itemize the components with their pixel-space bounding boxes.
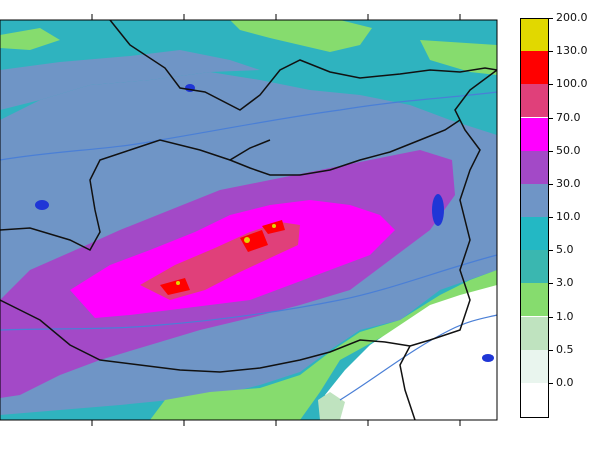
legend-label: 130.0 (556, 44, 588, 58)
legend-tick (548, 316, 553, 318)
legend-label: 100.0 (556, 77, 588, 91)
top-ticks (91, 14, 461, 20)
lake-2 (432, 194, 444, 226)
yellow-spot-1 (244, 237, 250, 243)
lake-4 (482, 354, 494, 362)
legend-tick (548, 349, 553, 351)
legend-label: 200.0 (556, 11, 588, 24)
legend-label: 0.0 (556, 375, 574, 389)
legend-label: 30.0 (556, 176, 581, 190)
precipitation-map (0, 14, 498, 426)
legend-swatch (520, 117, 548, 151)
map-frame (0, 19, 498, 421)
light-blue-band-north (0, 50, 260, 110)
border-central (229, 119, 461, 176)
legend-tick (548, 183, 553, 185)
legend-swatch (520, 183, 548, 217)
legend-swatch (520, 283, 548, 317)
legend-swatch (520, 382, 548, 416)
legend-label: 10.0 (556, 210, 581, 223)
bottom-ticks (91, 420, 461, 426)
legend-label: 0.5 (556, 342, 574, 356)
yellow-spot-3 (176, 281, 180, 285)
red-spot-1 (160, 278, 190, 295)
color-legend: 200.0 130.0 100.0 70.0 50.0 30.0 10.0 5.0 3.0 1.0… (520, 12, 600, 423)
legend-swatch (520, 84, 548, 118)
legend-tick (548, 117, 553, 119)
pale-green-area (318, 392, 345, 420)
legend-label: 5.0 (556, 243, 574, 257)
border-east (399, 69, 498, 421)
green-area-north (230, 20, 372, 52)
green-area-south (150, 270, 497, 420)
border-north (109, 19, 498, 111)
legend-swatch (520, 51, 548, 85)
legend-label: 70.0 (556, 110, 581, 124)
legend-swatch (520, 316, 548, 350)
legend-swatch (520, 18, 548, 52)
border-south (0, 299, 411, 373)
red-spot-2 (240, 230, 268, 252)
green-area-north-west (0, 28, 60, 50)
river-1 (0, 91, 498, 161)
legend-label: 3.0 (556, 276, 574, 290)
legend-tick (548, 18, 553, 19)
legend-swatch (520, 150, 548, 184)
yellow-spot-2 (272, 224, 276, 228)
legend-tick (548, 84, 553, 86)
legend-tick (548, 250, 553, 252)
lake-1 (35, 200, 49, 210)
legend-tick (548, 382, 553, 384)
legend-tick (548, 283, 553, 285)
legend-swatch (520, 349, 548, 383)
green-area-north-east (420, 40, 497, 75)
border-west (0, 139, 271, 251)
legend-label: 1.0 (556, 309, 574, 323)
legend-tick (548, 51, 553, 53)
legend-tick (548, 217, 553, 218)
legend-tick (548, 150, 553, 152)
legend-swatch (520, 217, 548, 251)
river-3 (339, 314, 498, 401)
river-2 (0, 254, 498, 331)
legend-label: 50.0 (556, 143, 581, 157)
legend-swatch (520, 250, 548, 284)
